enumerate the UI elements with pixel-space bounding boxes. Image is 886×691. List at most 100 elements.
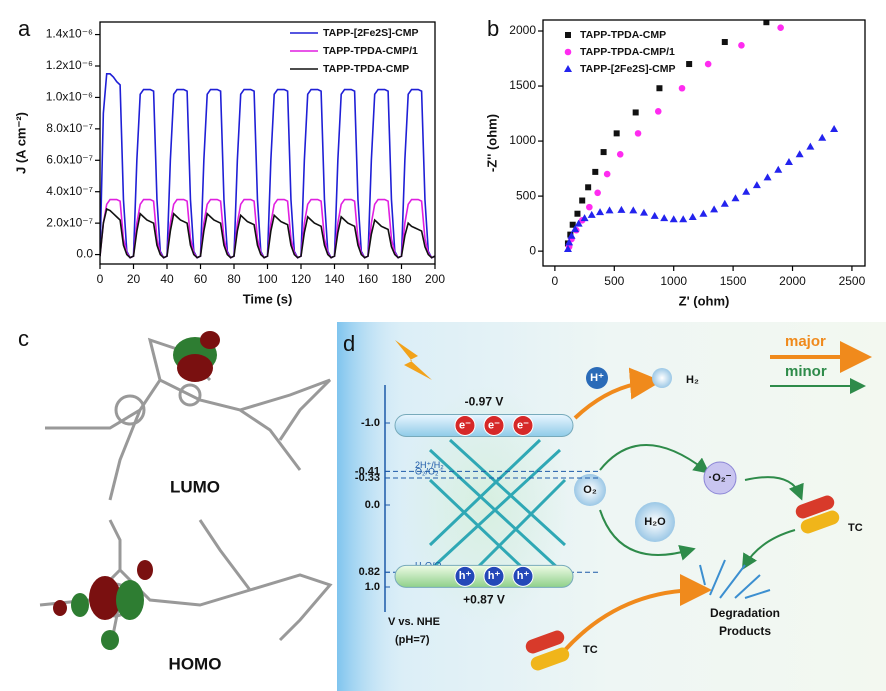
arrow-major xyxy=(573,367,662,420)
carrier xyxy=(483,414,505,436)
x-tick-label: 1500 xyxy=(720,274,747,288)
orbital-label: LUMO xyxy=(170,477,220,496)
y-tick-label: 0 xyxy=(529,243,536,257)
line-series xyxy=(100,73,435,259)
legend-text: minor xyxy=(785,363,827,380)
y-tick-label: 1000 xyxy=(509,133,536,147)
point xyxy=(654,108,662,115)
y-tick-label: 2.0x10⁻⁷ xyxy=(46,215,93,229)
point xyxy=(721,39,728,46)
species-label: TC xyxy=(583,644,598,656)
scale-tick-label: -0.33 xyxy=(355,472,380,484)
scale-tick-label: 1.0 xyxy=(365,581,380,593)
point xyxy=(639,208,648,216)
splash xyxy=(699,559,771,599)
arrow-minor xyxy=(741,529,796,571)
point xyxy=(679,215,688,223)
point xyxy=(656,85,663,92)
point xyxy=(710,205,719,213)
carrier xyxy=(512,565,534,587)
scale-tick-label: 0.82 xyxy=(359,566,380,578)
scale-label: V vs. NHE xyxy=(388,616,440,628)
products-label: Products xyxy=(719,624,771,638)
point xyxy=(806,142,815,150)
species-label: TC xyxy=(848,522,863,534)
x-tick-label: 2000 xyxy=(779,274,806,288)
light-icon xyxy=(395,340,432,380)
molecule-homo xyxy=(39,519,333,651)
arrow-major xyxy=(563,574,712,652)
legend-marker xyxy=(564,65,572,72)
point xyxy=(563,244,572,252)
x-axis-title: Z' (ohm) xyxy=(679,293,730,308)
point xyxy=(585,184,592,191)
legend-text: TAPP-TPDA-CMP/1 xyxy=(323,45,418,57)
point xyxy=(567,231,576,239)
point xyxy=(594,189,601,197)
potential-label: O₂/O₂⁻ xyxy=(415,466,443,476)
x-tick-label: 20 xyxy=(127,272,141,286)
point xyxy=(752,181,761,189)
legend-text: TAPP-TPDA-CMP xyxy=(323,63,409,75)
orbital-label: HOMO xyxy=(169,654,222,673)
legend-marker xyxy=(565,32,571,38)
panel-label: a xyxy=(18,16,31,41)
point xyxy=(569,221,576,228)
legend-text: TAPP-TPDA-CMP/1 xyxy=(580,46,675,58)
x-tick-label: 120 xyxy=(291,272,311,286)
x-tick-label: 180 xyxy=(391,272,411,286)
vb-label: +0.87 V xyxy=(463,593,505,607)
point xyxy=(605,206,614,214)
carrier-label: e⁻ xyxy=(488,419,500,431)
y-tick-label: 2000 xyxy=(509,23,536,37)
point xyxy=(720,199,729,207)
y-tick-label: 1.4x10⁻⁶ xyxy=(46,27,93,41)
arrow-minor xyxy=(599,509,696,561)
point xyxy=(699,209,708,217)
scale-tick-label: -0.41 xyxy=(355,465,380,477)
carrier xyxy=(454,414,476,436)
x-tick-label: 80 xyxy=(227,272,241,286)
point xyxy=(763,20,770,26)
point xyxy=(580,214,589,222)
carrier-label: h⁺ xyxy=(488,570,501,582)
point xyxy=(678,84,686,92)
point xyxy=(587,210,596,218)
arrow-minor xyxy=(744,476,804,501)
h2-bubble xyxy=(652,368,672,388)
x-tick-label: 500 xyxy=(604,274,624,288)
carrier-label: e⁻ xyxy=(517,419,529,431)
y-tick-label: 6.0x10⁻⁷ xyxy=(46,152,93,166)
point xyxy=(738,42,745,49)
y-tick-label: 8.0x10⁻⁷ xyxy=(46,121,93,135)
point xyxy=(613,130,620,137)
cb-label: -0.97 V xyxy=(465,395,504,409)
legend-text: TAPP-[2Fe2S]-CMP xyxy=(580,63,675,75)
x-tick-label: 2500 xyxy=(839,274,866,288)
point xyxy=(774,165,783,173)
arrow-minor xyxy=(599,444,710,474)
plot-area xyxy=(100,73,435,259)
point xyxy=(596,208,605,216)
point xyxy=(686,61,693,68)
x-tick-label: 200 xyxy=(425,272,445,286)
y-axis-title: -Z'' (ohm) xyxy=(484,114,499,172)
point xyxy=(784,157,793,165)
x-tick-label: 60 xyxy=(194,272,208,286)
x-tick-label: 1000 xyxy=(660,274,687,288)
carrier-label: h⁺ xyxy=(459,570,472,582)
proton-ball xyxy=(586,367,608,389)
oxygen-bubble xyxy=(574,474,606,506)
point xyxy=(617,205,626,213)
point xyxy=(600,149,607,156)
species-label: H₂O xyxy=(644,516,666,528)
y-axis-title: J (A cm⁻²) xyxy=(13,112,28,174)
molecule-lumo xyxy=(45,337,332,501)
point xyxy=(763,173,772,181)
point xyxy=(634,130,642,137)
x-tick-label: 160 xyxy=(358,272,378,286)
point xyxy=(616,150,624,158)
x-tick-label: 140 xyxy=(324,272,344,286)
panel-strip xyxy=(337,322,407,691)
